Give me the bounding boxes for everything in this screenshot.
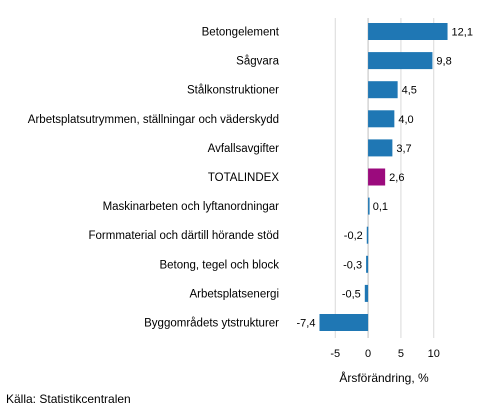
category-label: Formmaterial och därtill hörande stöd [89, 230, 279, 242]
category-label: Byggområdets ytstrukturer [144, 318, 279, 330]
x-tick-label: -5 [330, 348, 340, 360]
value-label: 4,5 [402, 85, 417, 97]
category-label: TOTALINDEX [208, 172, 279, 184]
category-label: Stålkonstruktioner [187, 85, 279, 97]
value-label: 4,0 [398, 114, 413, 126]
value-label: 9,8 [436, 56, 451, 68]
value-label: -0,5 [342, 288, 361, 300]
value-labels: 12,1 9,8 4,5 4,0 3,7 2,6 0,1 -0,2 -0,3 -0,5 -7,4 [297, 27, 473, 330]
value-label: -7,4 [297, 318, 316, 330]
grid-lines [334, 18, 435, 338]
bar [368, 197, 370, 215]
x-tick-label: 10 [428, 348, 440, 360]
bars [319, 23, 448, 331]
bar [368, 81, 398, 99]
source-note: Källa: Statistikcentralen [6, 392, 131, 406]
value-label: 3,7 [396, 143, 411, 155]
x-tick-label: 5 [398, 348, 404, 360]
x-tick-labels: -5 0 5 10 [330, 348, 440, 360]
category-label: Betong, tegel och block [159, 259, 279, 271]
category-label: Arbetsplatsutrymmen, ställningar och väd… [28, 114, 279, 126]
category-label: Avfallsavgifter [208, 143, 280, 155]
bar [366, 226, 369, 244]
bar [319, 314, 369, 331]
category-label: Sågvara [236, 56, 279, 68]
category-label: Maskinarbeten och lyftanordningar [103, 201, 280, 213]
bar [368, 23, 448, 40]
bar [368, 139, 393, 157]
value-label: 0,1 [373, 201, 388, 213]
value-label: -0,3 [343, 259, 362, 271]
value-label: -0,2 [344, 230, 363, 242]
bar [364, 284, 369, 302]
bar [368, 110, 395, 128]
value-label: 12,1 [452, 27, 473, 39]
bar [368, 168, 386, 186]
x-tick-label: 0 [365, 348, 371, 360]
category-labels: Betongelement Sågvara Stålkonstruktioner Ar… [28, 27, 280, 330]
category-label: Arbetsplatsenergi [190, 288, 280, 300]
value-label: 2,6 [389, 172, 404, 184]
x-axis-title: Årsförändring, % [339, 370, 429, 385]
bar [368, 52, 433, 70]
bar [366, 255, 369, 273]
bar-chart: Betongelement Sågvara Stålkonstruktioner Ar… [28, 18, 473, 385]
category-label: Betongelement [202, 27, 280, 39]
